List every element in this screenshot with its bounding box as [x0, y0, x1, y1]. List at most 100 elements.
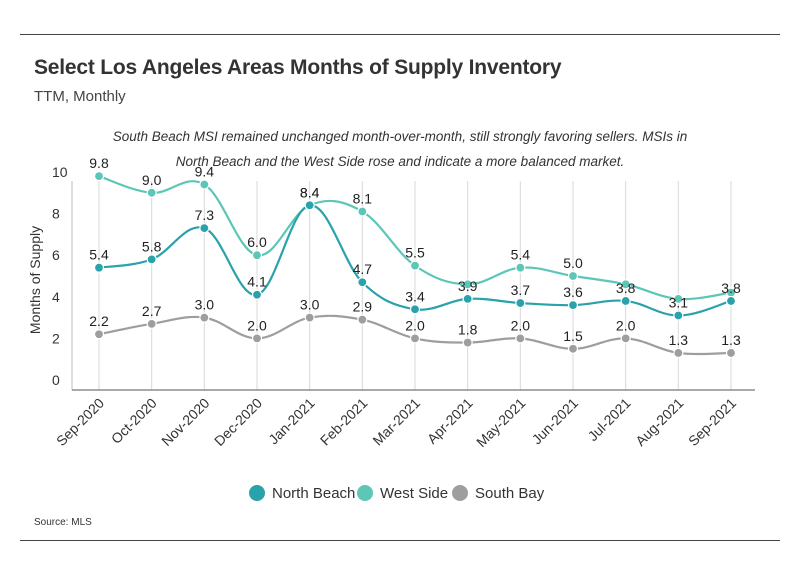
data-point [567, 270, 579, 282]
data-point [620, 295, 631, 307]
data-point [620, 279, 631, 290]
data-label: 2.0 [405, 317, 425, 333]
data-point [515, 297, 526, 309]
data-label: 4.1 [247, 274, 267, 290]
legend-label-north-beach: North Beach [272, 485, 355, 502]
data-label: 2.0 [511, 317, 531, 333]
x-tick-label: Mar-2021 [369, 395, 423, 449]
y-tick-label: 0 [52, 372, 60, 388]
data-point [409, 304, 421, 315]
data-point [462, 279, 473, 290]
data-point [409, 333, 421, 344]
data-labels: 5.4 5.8 7.3 4.1 8.4 4.7 3.4 3.9 3.7 3.6 3.8 3.1 3.8 9… [89, 155, 741, 348]
data-point [251, 333, 263, 344]
data-point [462, 337, 473, 348]
data-label: 8.4 [300, 184, 320, 200]
data-point [515, 333, 526, 344]
chart-title: Select Los Angeles Areas Months of Suppl… [34, 56, 562, 79]
x-tick-label: Sep-2021 [685, 395, 739, 449]
x-tick-label: Aug-2021 [632, 395, 686, 449]
data-label: 1.3 [669, 332, 689, 348]
data-label: 2.0 [616, 317, 636, 333]
data-label: 5.0 [563, 255, 583, 271]
y-tick-label: 6 [52, 247, 60, 263]
y-tick-label: 2 [52, 330, 60, 346]
data-point [515, 262, 526, 273]
data-point [567, 343, 579, 354]
data-label: 3.0 [300, 297, 320, 313]
x-tick-label: Dec-2020 [211, 395, 265, 449]
data-label: 1.5 [563, 328, 583, 344]
series-points [93, 171, 737, 359]
chart-subtitle: TTM, Monthly [34, 88, 126, 105]
legend-label-west-side: West Side [380, 485, 448, 502]
y-tick-label: 10 [52, 164, 68, 180]
data-label: 1.3 [721, 332, 741, 348]
data-point [725, 295, 737, 307]
data-point [357, 277, 368, 288]
data-label: 3.1 [669, 295, 689, 311]
x-tick-label: Nov-2020 [158, 395, 212, 449]
data-label: 9.8 [89, 155, 109, 171]
data-label: 1.8 [458, 322, 478, 338]
data-point [673, 310, 684, 321]
data-point [93, 171, 105, 182]
x-tick-label: May-2021 [473, 395, 528, 450]
data-label: 2.2 [89, 313, 109, 329]
data-label: 2.7 [142, 303, 162, 319]
data-label: 9.4 [195, 163, 215, 179]
y-tick-label: 4 [52, 289, 60, 305]
data-label: 3.8 [616, 280, 636, 296]
x-tick-label: Oct-2020 [108, 395, 160, 447]
data-point [357, 206, 368, 217]
data-label: 3.9 [458, 278, 478, 294]
data-point [725, 347, 737, 359]
legend-label-south-bay: South Bay [475, 485, 545, 502]
data-point [620, 333, 631, 344]
data-point [304, 200, 315, 211]
data-label: 9.0 [142, 172, 162, 188]
data-label: 8.1 [353, 191, 373, 207]
data-point [462, 293, 473, 304]
bottom-rule [20, 540, 780, 541]
data-label: 5.5 [405, 245, 425, 261]
x-tick-label: Feb-2021 [317, 395, 371, 449]
legend-swatch-south-bay [452, 485, 468, 501]
y-tick-label: 8 [52, 206, 60, 222]
data-label: 6.0 [247, 234, 267, 250]
data-point [673, 347, 684, 359]
x-tick-label: Jul-2021 [585, 395, 634, 444]
x-tick-label: Jan-2021 [265, 395, 318, 448]
x-tick-label: Apr-2021 [424, 395, 476, 447]
data-label: 7.3 [195, 207, 215, 223]
data-label: 3.0 [195, 297, 215, 313]
data-label: 3.4 [405, 288, 425, 304]
legend-swatch-north-beach [249, 485, 265, 501]
x-tick-label: Jun-2021 [529, 395, 582, 448]
data-label: 3.6 [563, 284, 583, 300]
data-point [146, 318, 157, 329]
data-point [199, 223, 210, 234]
data-point [199, 179, 210, 190]
data-label: 3.8 [721, 280, 741, 296]
data-label: 3.7 [511, 282, 531, 298]
data-label: 5.4 [89, 247, 109, 263]
data-point [304, 312, 315, 323]
chart-note: South Beach MSI remained unchanged month… [112, 129, 688, 169]
data-point [146, 187, 157, 198]
x-tick-label: Sep-2020 [53, 395, 107, 449]
data-point [199, 312, 210, 323]
data-label: 2.0 [247, 317, 267, 333]
data-label: 2.9 [353, 299, 373, 315]
source-note: Source: MLS [34, 517, 92, 528]
legend: North Beach West Side South Bay [249, 485, 545, 502]
legend-swatch-west-side [357, 485, 373, 501]
data-point [251, 250, 263, 261]
data-label: 8.4 [300, 184, 320, 200]
data-point [146, 254, 157, 265]
data-label: 4.7 [353, 261, 373, 277]
data-point [409, 260, 421, 271]
data-point [357, 314, 368, 325]
top-rule [20, 34, 780, 35]
